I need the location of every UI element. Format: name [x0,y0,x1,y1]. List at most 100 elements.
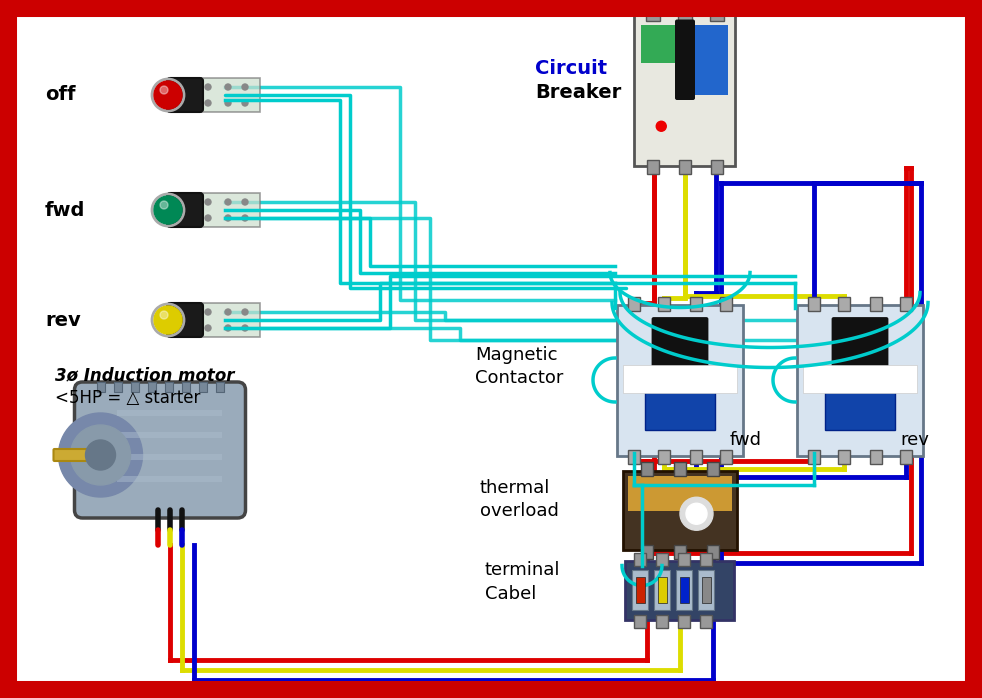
FancyBboxPatch shape [839,297,850,311]
Circle shape [242,309,248,315]
FancyBboxPatch shape [797,304,923,456]
FancyBboxPatch shape [689,450,701,463]
Circle shape [205,325,211,331]
Circle shape [242,215,248,221]
Text: Circuit: Circuit [535,59,607,77]
FancyBboxPatch shape [634,553,646,565]
FancyBboxPatch shape [700,553,712,565]
Text: thermal: thermal [480,479,550,497]
FancyBboxPatch shape [825,385,895,430]
Text: overload: overload [480,502,559,520]
FancyBboxPatch shape [199,382,207,392]
FancyBboxPatch shape [623,470,737,549]
Text: 3ø Induction motor: 3ø Induction motor [55,366,235,384]
FancyBboxPatch shape [118,476,223,482]
FancyBboxPatch shape [700,614,712,628]
Circle shape [154,196,182,224]
Circle shape [154,306,182,334]
FancyBboxPatch shape [641,24,683,63]
FancyBboxPatch shape [656,553,668,565]
FancyBboxPatch shape [196,303,260,337]
Text: terminal: terminal [485,561,561,579]
FancyBboxPatch shape [702,577,711,602]
FancyBboxPatch shape [679,614,690,628]
Text: <5HP = △ starter: <5HP = △ starter [55,389,200,407]
FancyBboxPatch shape [707,544,719,558]
FancyBboxPatch shape [656,614,668,628]
FancyBboxPatch shape [634,614,646,628]
FancyBboxPatch shape [216,382,225,392]
FancyBboxPatch shape [678,4,692,20]
Circle shape [242,199,248,205]
Circle shape [59,413,142,497]
FancyBboxPatch shape [623,364,737,392]
Text: fwd: fwd [45,200,85,219]
FancyBboxPatch shape [634,15,736,165]
Text: Contactor: Contactor [475,369,564,387]
Circle shape [680,497,713,530]
Text: Cabel: Cabel [485,585,536,603]
FancyBboxPatch shape [658,450,671,463]
Circle shape [205,84,211,90]
Circle shape [205,309,211,315]
Circle shape [686,503,707,524]
FancyBboxPatch shape [677,570,692,610]
FancyBboxPatch shape [118,410,223,416]
Circle shape [154,81,182,109]
Circle shape [242,84,248,90]
FancyBboxPatch shape [628,297,640,311]
Circle shape [160,311,168,319]
FancyBboxPatch shape [689,297,701,311]
FancyBboxPatch shape [196,78,260,112]
Circle shape [71,425,131,485]
FancyBboxPatch shape [654,570,670,610]
FancyBboxPatch shape [652,317,708,372]
Circle shape [205,215,211,221]
Text: Magnetic: Magnetic [475,346,558,364]
FancyBboxPatch shape [166,382,174,392]
FancyBboxPatch shape [710,4,724,20]
FancyBboxPatch shape [167,303,203,337]
Circle shape [225,199,231,205]
FancyBboxPatch shape [803,364,917,392]
FancyBboxPatch shape [626,560,735,620]
Circle shape [225,325,231,331]
FancyBboxPatch shape [674,544,686,558]
FancyBboxPatch shape [118,454,223,460]
Text: Breaker: Breaker [535,82,622,101]
FancyBboxPatch shape [167,78,203,112]
FancyBboxPatch shape [720,297,732,311]
FancyBboxPatch shape [832,317,889,372]
Circle shape [225,84,231,90]
FancyBboxPatch shape [808,297,820,311]
Text: rev: rev [45,311,81,329]
FancyBboxPatch shape [839,450,850,463]
Circle shape [242,100,248,106]
FancyBboxPatch shape [183,382,191,392]
Circle shape [160,86,168,94]
FancyBboxPatch shape [148,382,156,392]
Text: fwd: fwd [730,431,762,449]
FancyBboxPatch shape [720,450,732,463]
FancyBboxPatch shape [115,382,123,392]
Circle shape [242,325,248,331]
FancyBboxPatch shape [646,4,660,20]
FancyBboxPatch shape [679,160,691,174]
Circle shape [225,100,231,106]
FancyBboxPatch shape [635,577,644,602]
FancyBboxPatch shape [647,160,659,174]
FancyBboxPatch shape [870,450,882,463]
FancyBboxPatch shape [641,544,653,558]
FancyBboxPatch shape [167,193,203,227]
FancyBboxPatch shape [674,461,686,475]
FancyBboxPatch shape [118,432,223,438]
Circle shape [160,201,168,209]
Circle shape [225,309,231,315]
FancyBboxPatch shape [684,24,729,95]
Text: rev: rev [900,431,929,449]
FancyBboxPatch shape [698,570,714,610]
FancyBboxPatch shape [97,382,105,392]
FancyBboxPatch shape [707,461,719,475]
FancyBboxPatch shape [679,553,690,565]
FancyBboxPatch shape [645,385,715,430]
